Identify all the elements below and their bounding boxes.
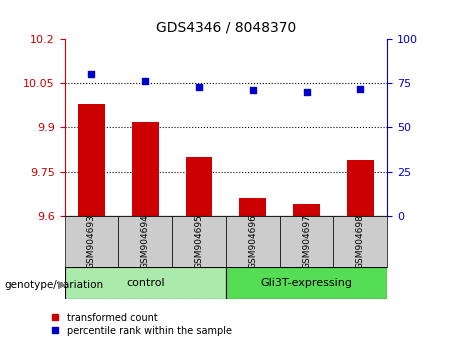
Bar bbox=[65, 267, 226, 299]
Point bbox=[88, 72, 95, 77]
Title: GDS4346 / 8048370: GDS4346 / 8048370 bbox=[156, 21, 296, 35]
Bar bbox=[185, 157, 213, 216]
Text: Gli3T-expressing: Gli3T-expressing bbox=[260, 278, 353, 288]
Bar bbox=[226, 267, 387, 299]
Text: control: control bbox=[126, 278, 165, 288]
Point bbox=[195, 84, 203, 90]
Text: GSM904698: GSM904698 bbox=[356, 214, 365, 269]
Point bbox=[357, 86, 364, 91]
Bar bbox=[333, 216, 387, 267]
Text: GSM904693: GSM904693 bbox=[87, 214, 96, 269]
Point bbox=[249, 87, 256, 93]
Bar bbox=[347, 160, 374, 216]
Bar bbox=[293, 204, 320, 216]
Legend: transformed count, percentile rank within the sample: transformed count, percentile rank withi… bbox=[51, 313, 231, 336]
Text: genotype/variation: genotype/variation bbox=[5, 280, 104, 290]
Bar bbox=[280, 216, 333, 267]
Bar bbox=[65, 216, 118, 267]
Text: GSM904694: GSM904694 bbox=[141, 214, 150, 269]
Point bbox=[303, 89, 310, 95]
Point bbox=[142, 79, 149, 84]
Bar bbox=[239, 198, 266, 216]
Text: GSM904696: GSM904696 bbox=[248, 214, 257, 269]
Bar bbox=[132, 121, 159, 216]
Text: GSM904697: GSM904697 bbox=[302, 214, 311, 269]
Bar bbox=[118, 216, 172, 267]
Bar bbox=[78, 104, 105, 216]
Text: GSM904695: GSM904695 bbox=[195, 214, 203, 269]
Text: ▶: ▶ bbox=[58, 280, 66, 290]
Bar bbox=[226, 216, 280, 267]
Bar bbox=[172, 216, 226, 267]
